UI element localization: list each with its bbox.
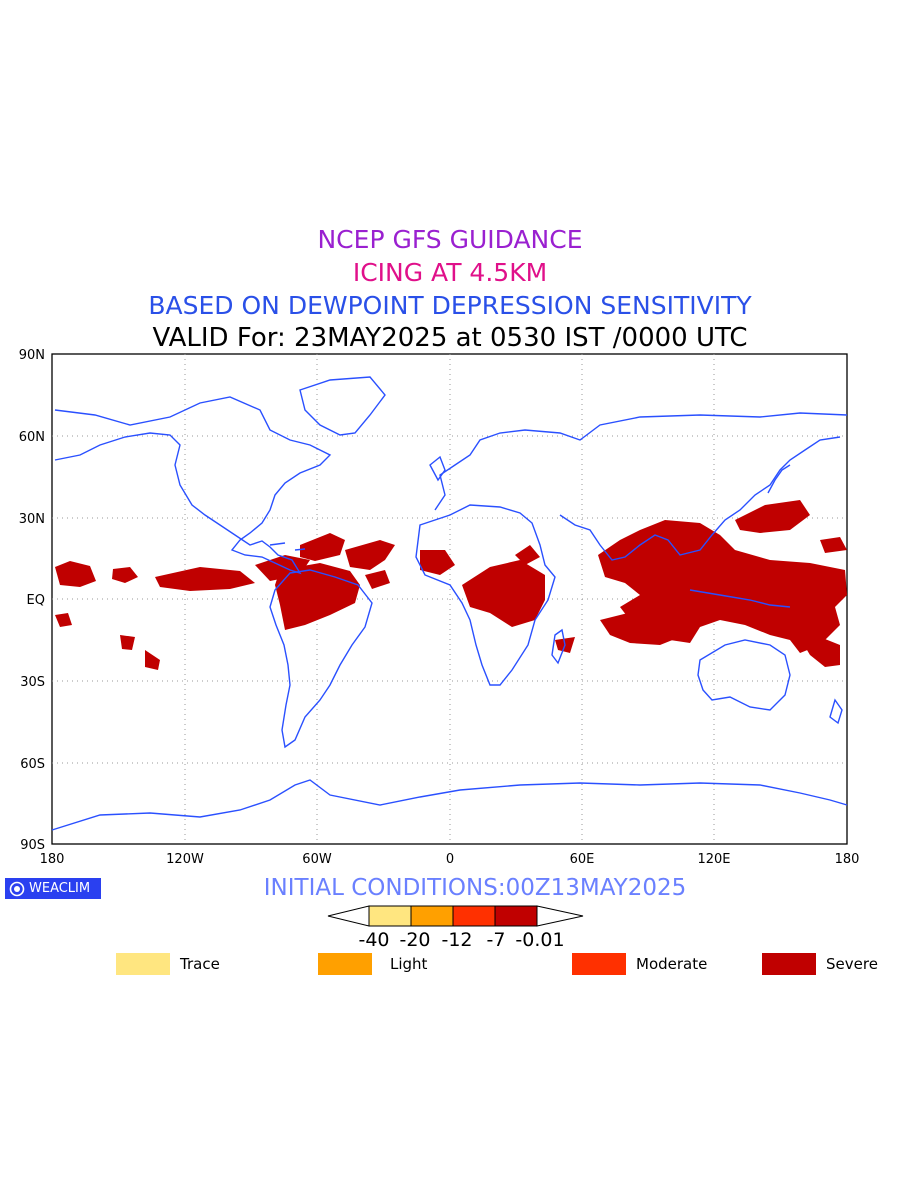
legend-label: Trace (180, 955, 220, 973)
indonesia-coast (689, 589, 791, 608)
legend-swatch (762, 953, 816, 975)
antarctica-coast (51, 779, 848, 831)
weaclim-logo-icon (9, 881, 25, 896)
colorbar-high-arrow (536, 905, 584, 927)
colorbar-trace (368, 905, 412, 927)
japan-coast (767, 464, 791, 494)
lat-label-90n: 90N (19, 348, 45, 363)
valid-time: VALID For: 23MAY2025 at 0530 IST /0000 U… (152, 323, 748, 353)
new-zealand-coast (829, 698, 843, 725)
map-subtitle-product: ICING AT 4.5KM (352, 258, 548, 287)
colorbar-low-arrow (327, 905, 370, 927)
weaclim-badge: WEACLIM (5, 878, 101, 899)
legend-item-light: Light (318, 953, 427, 975)
colorbar-light (410, 905, 454, 927)
caribbean-islands (269, 542, 306, 551)
lat-label-60n: 60N (19, 430, 45, 445)
madagascar-coast (551, 628, 566, 665)
lon-label-0: 0 (446, 852, 454, 865)
lat-label-30s: 30S (20, 675, 45, 690)
legend-swatch (318, 953, 372, 975)
lat-label-30n: 30N (19, 512, 45, 527)
colorbar-tick: -7 (487, 929, 506, 951)
legend-label: Severe (826, 955, 878, 973)
lon-label-180w: 180 (40, 852, 65, 865)
lon-label-60e: 60E (570, 852, 595, 865)
lon-label-120e: 120E (697, 852, 730, 865)
north-america-coast (54, 396, 332, 575)
colorbar-severe (494, 905, 538, 927)
map-title: NCEP GFS GUIDANCE (317, 225, 583, 254)
greenland-coast (299, 376, 386, 436)
latitude-labels: 90N 60N 30N EQ 30S 60S 90S (19, 348, 45, 853)
map-subtitle-method: BASED ON DEWPOINT DEPRESSION SENSITIVITY (148, 291, 752, 320)
lat-label-90s: 90S (20, 838, 45, 853)
legend-label: Moderate (636, 955, 708, 973)
lon-label-60w: 60W (302, 852, 332, 865)
longitude-labels: 180 120W 60W 0 60E 120E 180 (40, 852, 860, 865)
lon-label-180e: 180 (835, 852, 860, 865)
europe-coast (434, 412, 848, 511)
legend-item-severe: Severe (762, 953, 878, 975)
colorbar: -40 -20 -12 -7 -0.01 (327, 905, 584, 951)
legend-item-moderate: Moderate (572, 953, 707, 975)
colorbar-tick: -20 (399, 929, 430, 951)
colorbar-tick: -12 (441, 929, 472, 951)
legend-item-trace: Trace (116, 953, 220, 975)
south-america-coast (269, 569, 373, 749)
legend-swatch (572, 953, 626, 975)
colorbar-tick: -0.01 (515, 929, 564, 951)
uk-coast (429, 455, 446, 482)
africa-coast (415, 504, 556, 686)
asia-coast (559, 436, 841, 561)
severe-icing-areas (55, 500, 847, 670)
coastlines (51, 376, 848, 831)
initial-conditions: INITIAL CONDITIONS:00Z13MAY2025 (263, 875, 687, 901)
lat-label-60s: 60S (20, 757, 45, 772)
australia-coast (697, 639, 791, 711)
lat-label-eq: EQ (27, 593, 45, 608)
legend-label: Light (390, 955, 428, 973)
icing-map: 90N 60N 30N EQ 30S 60S 90S 180 120W 60W … (19, 348, 860, 865)
icing-legend: Trace Light Moderate Severe (0, 953, 900, 979)
weaclim-text: WEACLIM (29, 881, 91, 896)
colorbar-moderate (452, 905, 496, 927)
lon-label-120w: 120W (166, 852, 204, 865)
legend-swatch (116, 953, 170, 975)
colorbar-tick: -40 (358, 929, 389, 951)
